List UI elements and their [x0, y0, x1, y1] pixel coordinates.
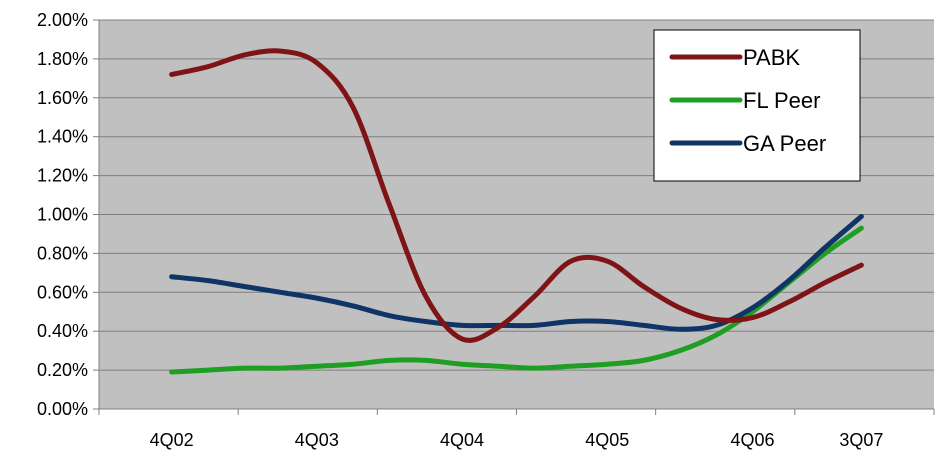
y-tick-label: 0.40% — [37, 321, 88, 341]
y-tick-label: 0.60% — [37, 282, 88, 302]
x-tick-label: 4Q06 — [730, 430, 774, 450]
x-tick-label: 4Q02 — [150, 430, 194, 450]
legend-label-pabk: PABK — [743, 45, 800, 70]
series-line-pabk — [169, 48, 864, 343]
series-line-fl-peer — [169, 225, 864, 375]
y-tick-label: 2.00% — [37, 10, 88, 30]
y-tick-label: 0.20% — [37, 360, 88, 380]
legend-item-fl-peer: FL Peer — [669, 88, 820, 113]
y-tick-label: 0.00% — [37, 399, 88, 419]
y-tick-label: 1.00% — [37, 205, 88, 225]
legend-item-ga-peer: GA Peer — [669, 131, 826, 156]
legend-label-fl-peer: FL Peer — [743, 88, 820, 113]
y-tick-label: 1.60% — [37, 88, 88, 108]
series-lines — [169, 48, 864, 375]
y-tick-label: 0.80% — [37, 243, 88, 263]
x-tick-label: 4Q03 — [295, 430, 339, 450]
series-line-ga-peer — [169, 213, 864, 332]
y-axis-ticks: 0.00% 0.20% 0.40% 0.60% 0.80% 1.00% 1.20% 1.40%… — [37, 10, 99, 419]
legend-label-ga-peer: GA Peer — [743, 131, 826, 156]
y-tick-label: 1.20% — [37, 166, 88, 186]
x-tick-label: 3Q07 — [839, 430, 883, 450]
legend-item-pabk: PABK — [669, 45, 800, 70]
y-tick-label: 1.40% — [37, 127, 88, 147]
x-tick-label: 4Q05 — [585, 430, 629, 450]
y-tick-label: 1.80% — [37, 49, 88, 69]
legend: PABK FL Peer GA Peer — [653, 29, 861, 182]
x-tick-label: 4Q04 — [440, 430, 484, 450]
x-axis-ticks: 4Q02 4Q03 4Q04 4Q05 4Q06 3Q07 — [98, 409, 935, 450]
